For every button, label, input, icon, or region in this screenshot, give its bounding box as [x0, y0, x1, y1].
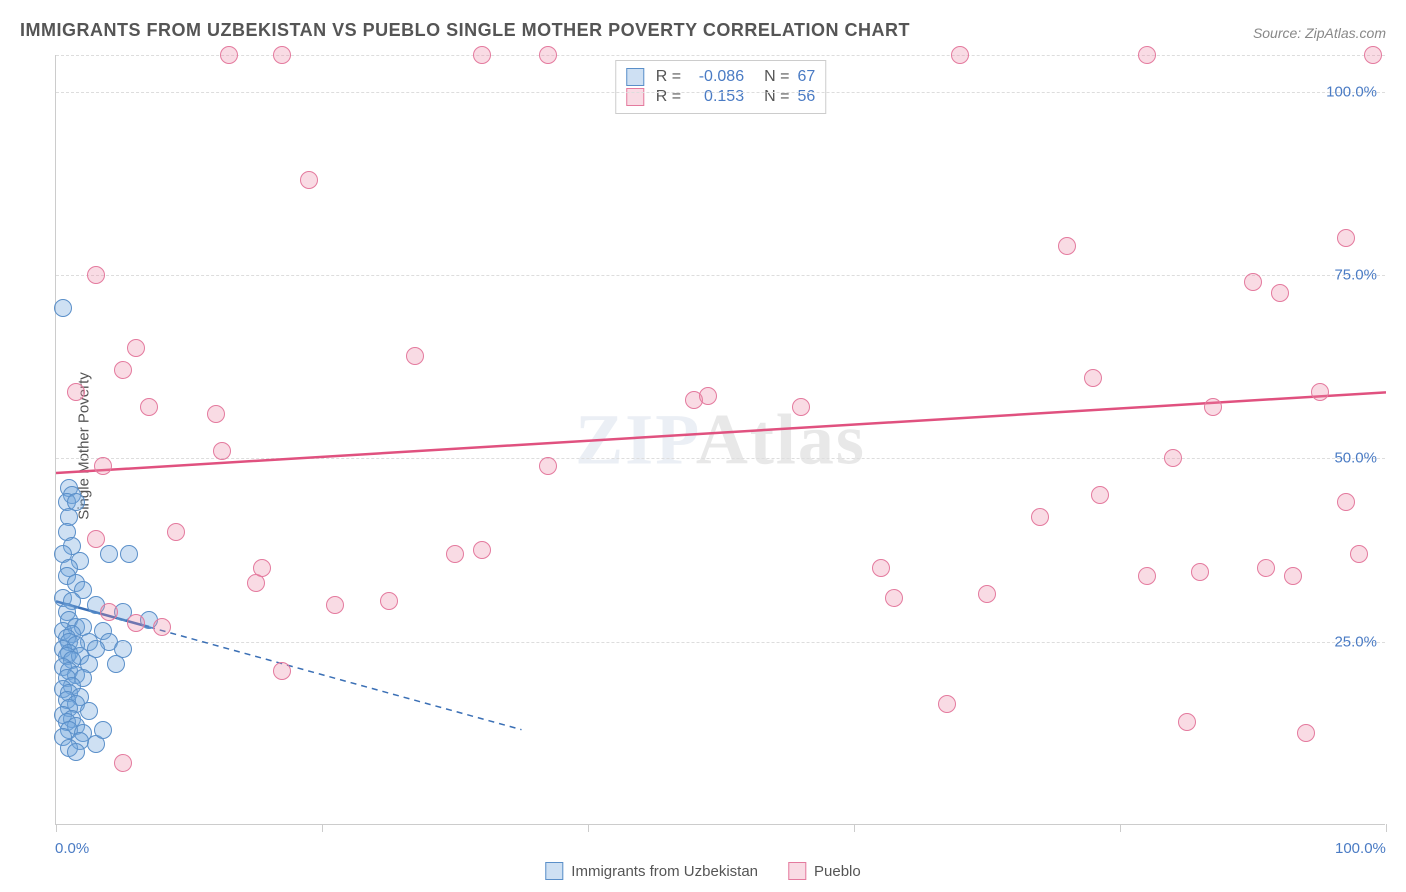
- gridline: [56, 642, 1385, 643]
- y-tick-label: 25.0%: [1334, 633, 1377, 650]
- data-point: [1364, 46, 1382, 64]
- y-tick-label: 75.0%: [1334, 267, 1377, 284]
- x-tick-mark: [1120, 824, 1121, 832]
- gridline: [56, 92, 1385, 93]
- data-point: [978, 585, 996, 603]
- chart-title: IMMIGRANTS FROM UZBEKISTAN VS PUEBLO SIN…: [20, 20, 910, 41]
- data-point: [1350, 545, 1368, 563]
- data-point: [80, 702, 98, 720]
- r-label: R =: [656, 68, 681, 86]
- x-tick-mark: [588, 824, 589, 832]
- data-point: [87, 530, 105, 548]
- stats-legend: R =-0.086N =67R =0.153N =56: [615, 60, 826, 114]
- y-tick-label: 100.0%: [1326, 83, 1377, 100]
- data-point: [107, 655, 125, 673]
- data-point: [273, 46, 291, 64]
- data-point: [473, 541, 491, 559]
- y-tick-label: 50.0%: [1334, 450, 1377, 467]
- n-label: N =: [764, 68, 789, 86]
- trend-overlay: [56, 55, 1386, 825]
- legend-label: Pueblo: [814, 863, 861, 880]
- x-tick-label: 100.0%: [1335, 840, 1386, 857]
- data-point: [1138, 46, 1156, 64]
- data-point: [792, 398, 810, 416]
- data-point: [406, 347, 424, 365]
- data-point: [1084, 369, 1102, 387]
- x-tick-mark: [854, 824, 855, 832]
- data-point: [213, 442, 231, 460]
- r-value: -0.086: [689, 68, 744, 86]
- data-point: [1311, 383, 1329, 401]
- n-value: 67: [797, 68, 815, 86]
- gridline: [56, 55, 1385, 56]
- data-point: [872, 559, 890, 577]
- data-point: [120, 545, 138, 563]
- data-point: [1178, 713, 1196, 731]
- data-point: [326, 596, 344, 614]
- data-point: [1191, 563, 1209, 581]
- data-point: [300, 171, 318, 189]
- data-point: [1271, 284, 1289, 302]
- legend-swatch: [626, 68, 644, 86]
- legend-swatch: [788, 862, 806, 880]
- legend-label: Immigrants from Uzbekistan: [571, 863, 758, 880]
- data-point: [1058, 237, 1076, 255]
- data-point: [100, 545, 118, 563]
- data-point: [153, 618, 171, 636]
- gridline: [56, 275, 1385, 276]
- plot-area: ZIPAtlas R =-0.086N =67R =0.153N =56 25.…: [55, 55, 1385, 825]
- series-legend: Immigrants from Uzbekistan Pueblo: [545, 862, 860, 880]
- data-point: [1244, 273, 1262, 291]
- data-point: [446, 545, 464, 563]
- data-point: [1284, 567, 1302, 585]
- data-point: [114, 361, 132, 379]
- data-point: [54, 299, 72, 317]
- data-point: [140, 398, 158, 416]
- x-tick-mark: [56, 824, 57, 832]
- x-tick-mark: [322, 824, 323, 832]
- data-point: [380, 592, 398, 610]
- correlation-chart: IMMIGRANTS FROM UZBEKISTAN VS PUEBLO SIN…: [0, 0, 1406, 892]
- data-point: [885, 589, 903, 607]
- data-point: [1257, 559, 1275, 577]
- data-point: [1297, 724, 1315, 742]
- x-tick-mark: [1386, 824, 1387, 832]
- data-point: [1138, 567, 1156, 585]
- data-point: [127, 339, 145, 357]
- source-attribution: Source: ZipAtlas.com: [1253, 25, 1386, 41]
- data-point: [100, 603, 118, 621]
- data-point: [220, 46, 238, 64]
- legend-swatch: [545, 862, 563, 880]
- watermark: ZIPAtlas: [575, 398, 866, 481]
- x-tick-label: 0.0%: [55, 840, 89, 857]
- trend-line: [56, 392, 1386, 473]
- data-point: [1337, 229, 1355, 247]
- data-point: [114, 754, 132, 772]
- data-point: [473, 46, 491, 64]
- data-point: [699, 387, 717, 405]
- data-point: [167, 523, 185, 541]
- data-point: [938, 695, 956, 713]
- data-point: [67, 743, 85, 761]
- data-point: [273, 662, 291, 680]
- legend-item: Immigrants from Uzbekistan: [545, 862, 758, 880]
- data-point: [67, 383, 85, 401]
- data-point: [539, 457, 557, 475]
- data-point: [207, 405, 225, 423]
- data-point: [94, 457, 112, 475]
- data-point: [1031, 508, 1049, 526]
- data-point: [253, 559, 271, 577]
- stats-legend-row: R = -0.086 N = 67: [626, 68, 815, 86]
- gridline: [56, 458, 1385, 459]
- data-point: [1337, 493, 1355, 511]
- data-point: [87, 266, 105, 284]
- data-point: [951, 46, 969, 64]
- data-point: [539, 46, 557, 64]
- data-point: [1164, 449, 1182, 467]
- data-point: [1091, 486, 1109, 504]
- data-point: [94, 721, 112, 739]
- data-point: [127, 614, 145, 632]
- legend-item: Pueblo: [788, 862, 861, 880]
- data-point: [1204, 398, 1222, 416]
